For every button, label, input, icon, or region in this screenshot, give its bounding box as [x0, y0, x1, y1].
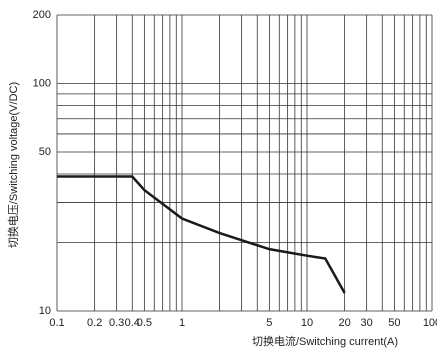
- x-tick-label: 0.3: [109, 317, 124, 329]
- x-axis-label: 切换电流/Switching current(A): [252, 334, 398, 348]
- x-tick-label: 0.5: [137, 317, 152, 329]
- x-tick-label: 1: [179, 317, 185, 329]
- y-tick-label: 10: [39, 305, 51, 317]
- x-tick-label: 5: [266, 317, 272, 329]
- x-tick-label: 0.4: [125, 317, 140, 329]
- y-axis-label: 切换电压/Switching voltage(V/DC): [6, 82, 20, 248]
- y-tick-label: 200: [33, 9, 51, 21]
- x-tick-label: 0.1: [49, 317, 64, 329]
- y-tick-label: 50: [39, 146, 51, 158]
- x-tick-label: 100: [423, 317, 437, 329]
- x-tick-label: 0.2: [87, 317, 102, 329]
- y-tick-label: 100: [33, 77, 51, 89]
- x-tick-label: 10: [301, 317, 313, 329]
- x-tick-label: 50: [388, 317, 400, 329]
- x-tick-label: 30: [361, 317, 373, 329]
- x-tick-label: 20: [339, 317, 351, 329]
- line: [57, 175, 346, 294]
